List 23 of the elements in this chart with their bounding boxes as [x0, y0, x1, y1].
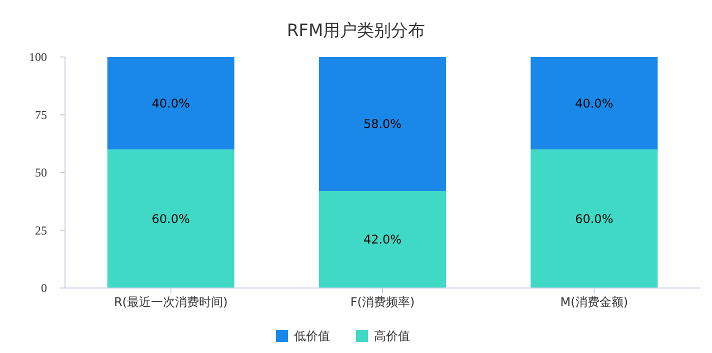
bar [107, 149, 234, 288]
chart-title: RFM用户类别分布 [286, 20, 426, 41]
legend-label: 高价值 [374, 329, 410, 344]
y-tick-label: 100 [29, 50, 47, 64]
bar [107, 57, 234, 150]
y-tick-label: 0 [41, 281, 47, 296]
bar [530, 149, 658, 288]
data-label: 40.0% [575, 96, 614, 110]
x-tick-label: F(消费频率) [350, 295, 415, 310]
x-tick-label: R(最近一次消费时间) [114, 295, 228, 310]
legend-label: 低价值 [294, 329, 330, 344]
bar [530, 57, 658, 150]
data-label: 60.0% [575, 212, 614, 226]
data-label: 60.0% [152, 212, 190, 226]
bar [319, 57, 446, 191]
y-tick-label: 50 [35, 166, 47, 180]
y-tick-label: 25 [35, 223, 47, 238]
data-label: 58.0% [363, 117, 402, 132]
data-label: 40.0% [152, 96, 190, 110]
data-label: 42.0% [363, 232, 402, 247]
bar [319, 190, 446, 288]
x-tick-label: M(消费金额) [560, 295, 628, 310]
y-tick-label: 75 [35, 108, 47, 122]
